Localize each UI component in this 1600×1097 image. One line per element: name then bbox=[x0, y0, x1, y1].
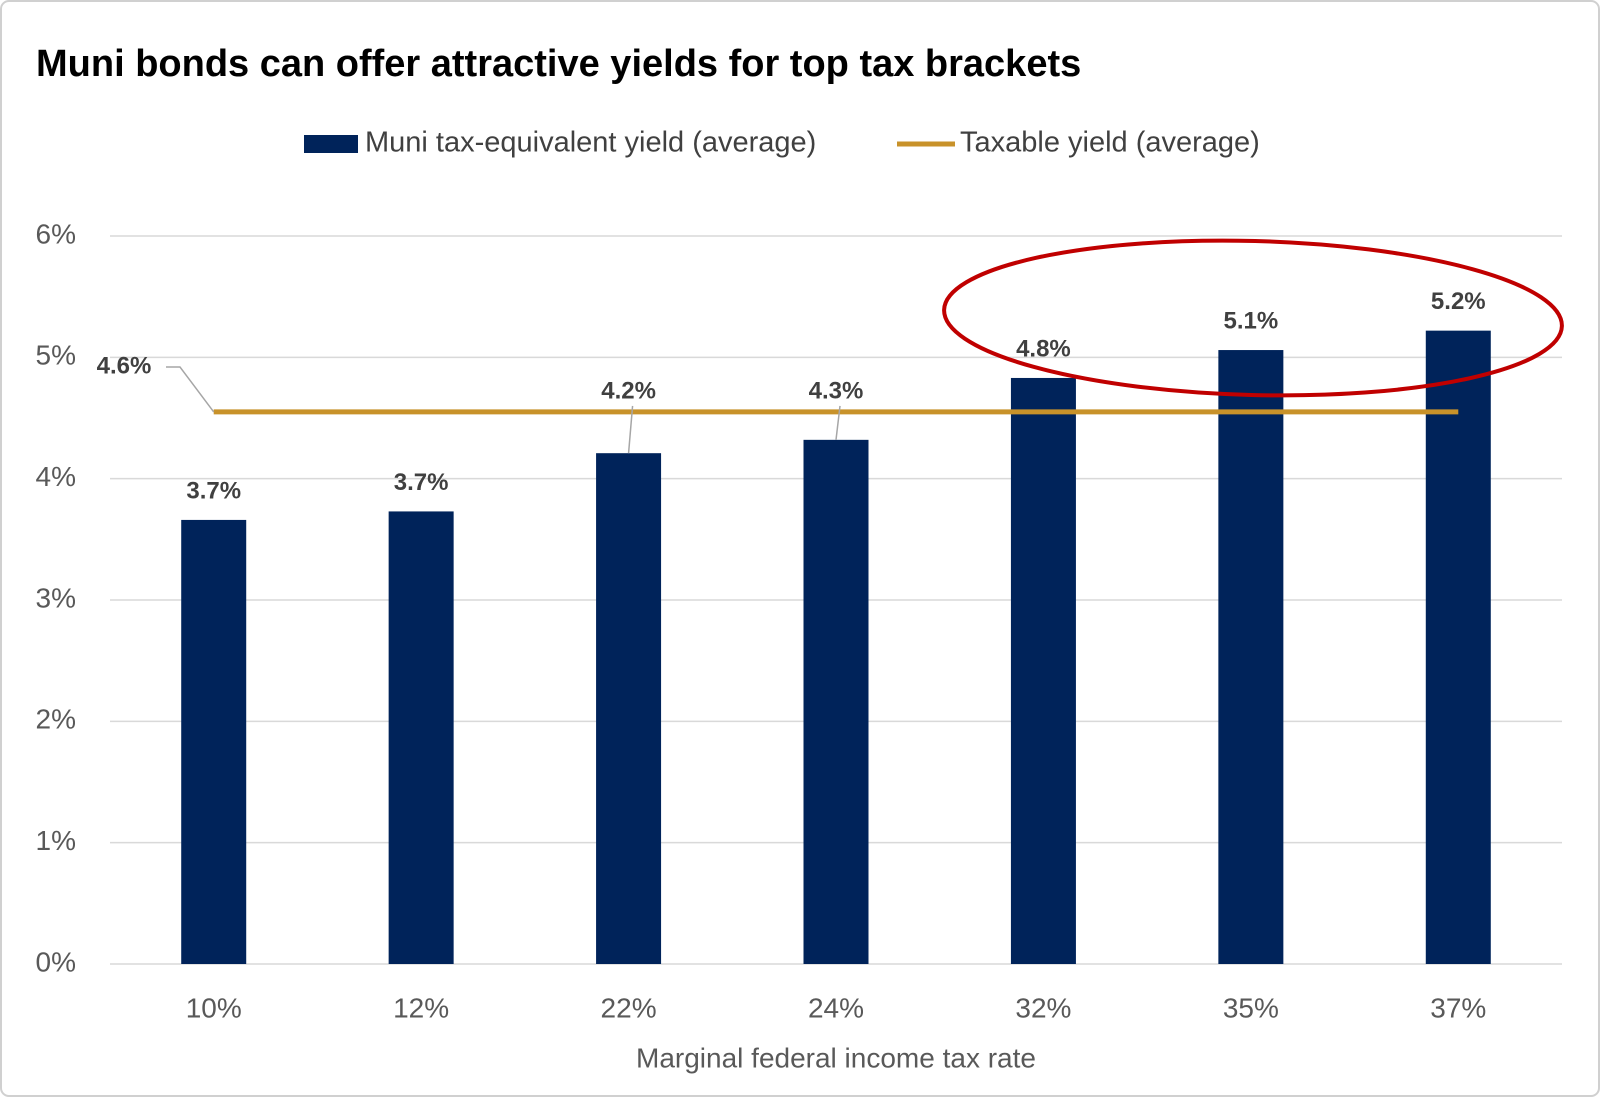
x-tick-label: 12% bbox=[393, 992, 449, 1023]
x-tick-label: 35% bbox=[1223, 992, 1279, 1023]
leader-line bbox=[835, 405, 841, 440]
y-tick-label: 3% bbox=[36, 582, 76, 613]
legend-label: Muni tax-equivalent yield (average) bbox=[365, 127, 816, 159]
plot-area: 0% 1% 2% 3% 4% 5% 6% 10% 12% 22% 24% 32% 35% 37% 3.7% 3… bbox=[36, 218, 1562, 1023]
bar bbox=[1010, 377, 1076, 965]
y-tick-label: 1% bbox=[36, 825, 76, 856]
data-label: 3.7% bbox=[394, 469, 449, 496]
data-label: 5.2% bbox=[1431, 288, 1486, 315]
data-label: 4.3% bbox=[809, 377, 864, 404]
chart-title: Muni bonds can offer attractive yields f… bbox=[36, 43, 1081, 85]
data-label: 4.8% bbox=[1016, 335, 1071, 362]
x-tick-label: 22% bbox=[601, 992, 657, 1023]
leader-line bbox=[166, 366, 215, 413]
data-label: 5.1% bbox=[1224, 307, 1279, 334]
leader-line bbox=[627, 405, 634, 454]
data-label: 4.6% bbox=[97, 352, 152, 379]
highlight-ellipse bbox=[942, 238, 1564, 398]
bar bbox=[1218, 350, 1284, 964]
x-axis-title: Marginal federal income tax rate bbox=[636, 1042, 1036, 1073]
bar bbox=[1425, 330, 1491, 964]
x-tick-label: 37% bbox=[1430, 992, 1486, 1023]
legend-swatch bbox=[304, 135, 358, 153]
x-tick-label: 32% bbox=[1015, 992, 1071, 1023]
bar bbox=[596, 453, 662, 964]
y-tick-label: 4% bbox=[36, 461, 76, 492]
y-tick-label: 6% bbox=[36, 218, 76, 249]
x-tick-label: 24% bbox=[808, 992, 864, 1023]
y-tick-label: 2% bbox=[36, 704, 76, 735]
y-tick-label: 5% bbox=[36, 340, 76, 371]
y-tick-label: 0% bbox=[36, 946, 76, 977]
bar bbox=[803, 439, 869, 965]
data-label: 3.7% bbox=[186, 477, 241, 504]
data-label: 4.2% bbox=[601, 377, 656, 404]
bar bbox=[181, 519, 247, 964]
legend: Muni tax-equivalent yield (average) Taxa… bbox=[304, 127, 1260, 159]
x-tick-label: 10% bbox=[186, 992, 242, 1023]
legend-label: Taxable yield (average) bbox=[960, 127, 1260, 159]
bar bbox=[388, 511, 454, 964]
